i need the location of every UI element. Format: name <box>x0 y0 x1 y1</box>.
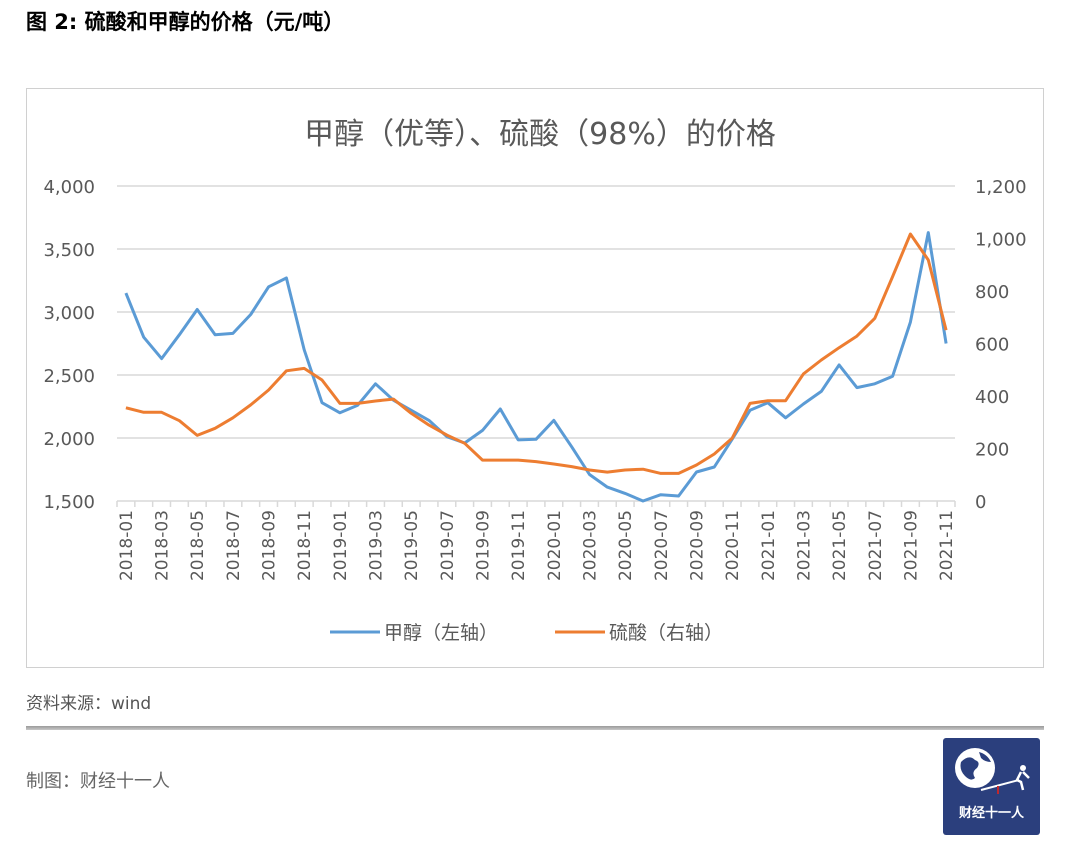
y-left-tick-label: 3,000 <box>43 303 95 324</box>
logo-text: 财经十一人 <box>958 806 1024 821</box>
y-left-tick-label: 3,500 <box>43 240 95 261</box>
chart: 甲醇（优等）、硫酸（98%）的价格 1,500 2,000 2,500 3,000 3,5… <box>43 117 1027 644</box>
y-right-tick-label: 1,200 <box>975 177 1027 198</box>
x-tick-label: 2019-11 <box>509 510 529 581</box>
y-left-tick-label: 1,500 <box>43 492 95 513</box>
x-tick-label: 2020-01 <box>545 510 565 581</box>
y-right-tick-label: 0 <box>975 492 986 513</box>
x-tick-label: 2018-05 <box>188 510 208 581</box>
x-tick-label: 2021-07 <box>866 510 886 581</box>
x-tick-label: 2019-03 <box>367 510 387 581</box>
y-left-tick-label: 2,500 <box>43 366 95 387</box>
x-tick-label: 2018-07 <box>224 510 244 581</box>
x-tick-label: 2018-11 <box>295 510 315 581</box>
x-tick-label: 2021-11 <box>937 510 957 581</box>
x-tick-label: 2021-09 <box>901 510 921 581</box>
y-right-tick-label: 800 <box>975 282 1009 303</box>
y-right-tick-label: 400 <box>975 387 1009 408</box>
legend-label: 硫酸（右轴） <box>609 622 723 644</box>
y-left-tick-label: 4,000 <box>43 177 95 198</box>
legend-label: 甲醇（左轴） <box>384 622 498 644</box>
x-tick-label: 2019-05 <box>402 510 422 581</box>
chart-frame <box>26 88 1044 668</box>
x-tick-label: 2018-01 <box>117 510 137 581</box>
source-note: 资料来源：wind <box>26 694 152 714</box>
x-tick-label: 2021-05 <box>830 510 850 581</box>
x-tick-label: 2019-01 <box>331 510 351 581</box>
x-tick-label: 2019-09 <box>474 510 494 581</box>
brand-logo: 财经十一人 <box>943 738 1040 835</box>
x-tick-label: 2018-03 <box>153 510 173 581</box>
x-tick-label: 2020-11 <box>723 510 743 581</box>
x-tick-label: 2020-03 <box>580 510 600 581</box>
y-left-tick-label: 2,000 <box>43 429 95 450</box>
chart-title: 甲醇（优等）、硫酸（98%）的价格 <box>304 117 776 152</box>
x-tick-label: 2019-07 <box>438 510 458 581</box>
x-tick-label: 2020-07 <box>652 510 672 581</box>
divider <box>26 726 1044 730</box>
x-tick-label: 2018-09 <box>260 510 280 581</box>
x-tick-label: 2020-09 <box>687 510 707 581</box>
x-tick-label: 2021-03 <box>794 510 814 581</box>
figure-title: 图 2: 硫酸和甲醇的价格（元/吨） <box>26 10 345 34</box>
y-right-tick-label: 600 <box>975 335 1009 356</box>
globe-icon <box>955 748 1030 794</box>
y-right-tick-label: 1,000 <box>975 230 1027 251</box>
credit-note: 制图：财经十一人 <box>26 771 170 792</box>
x-tick-label: 2021-01 <box>759 510 779 581</box>
y-right-tick-label: 200 <box>975 440 1009 461</box>
x-tick-label: 2020-05 <box>616 510 636 581</box>
